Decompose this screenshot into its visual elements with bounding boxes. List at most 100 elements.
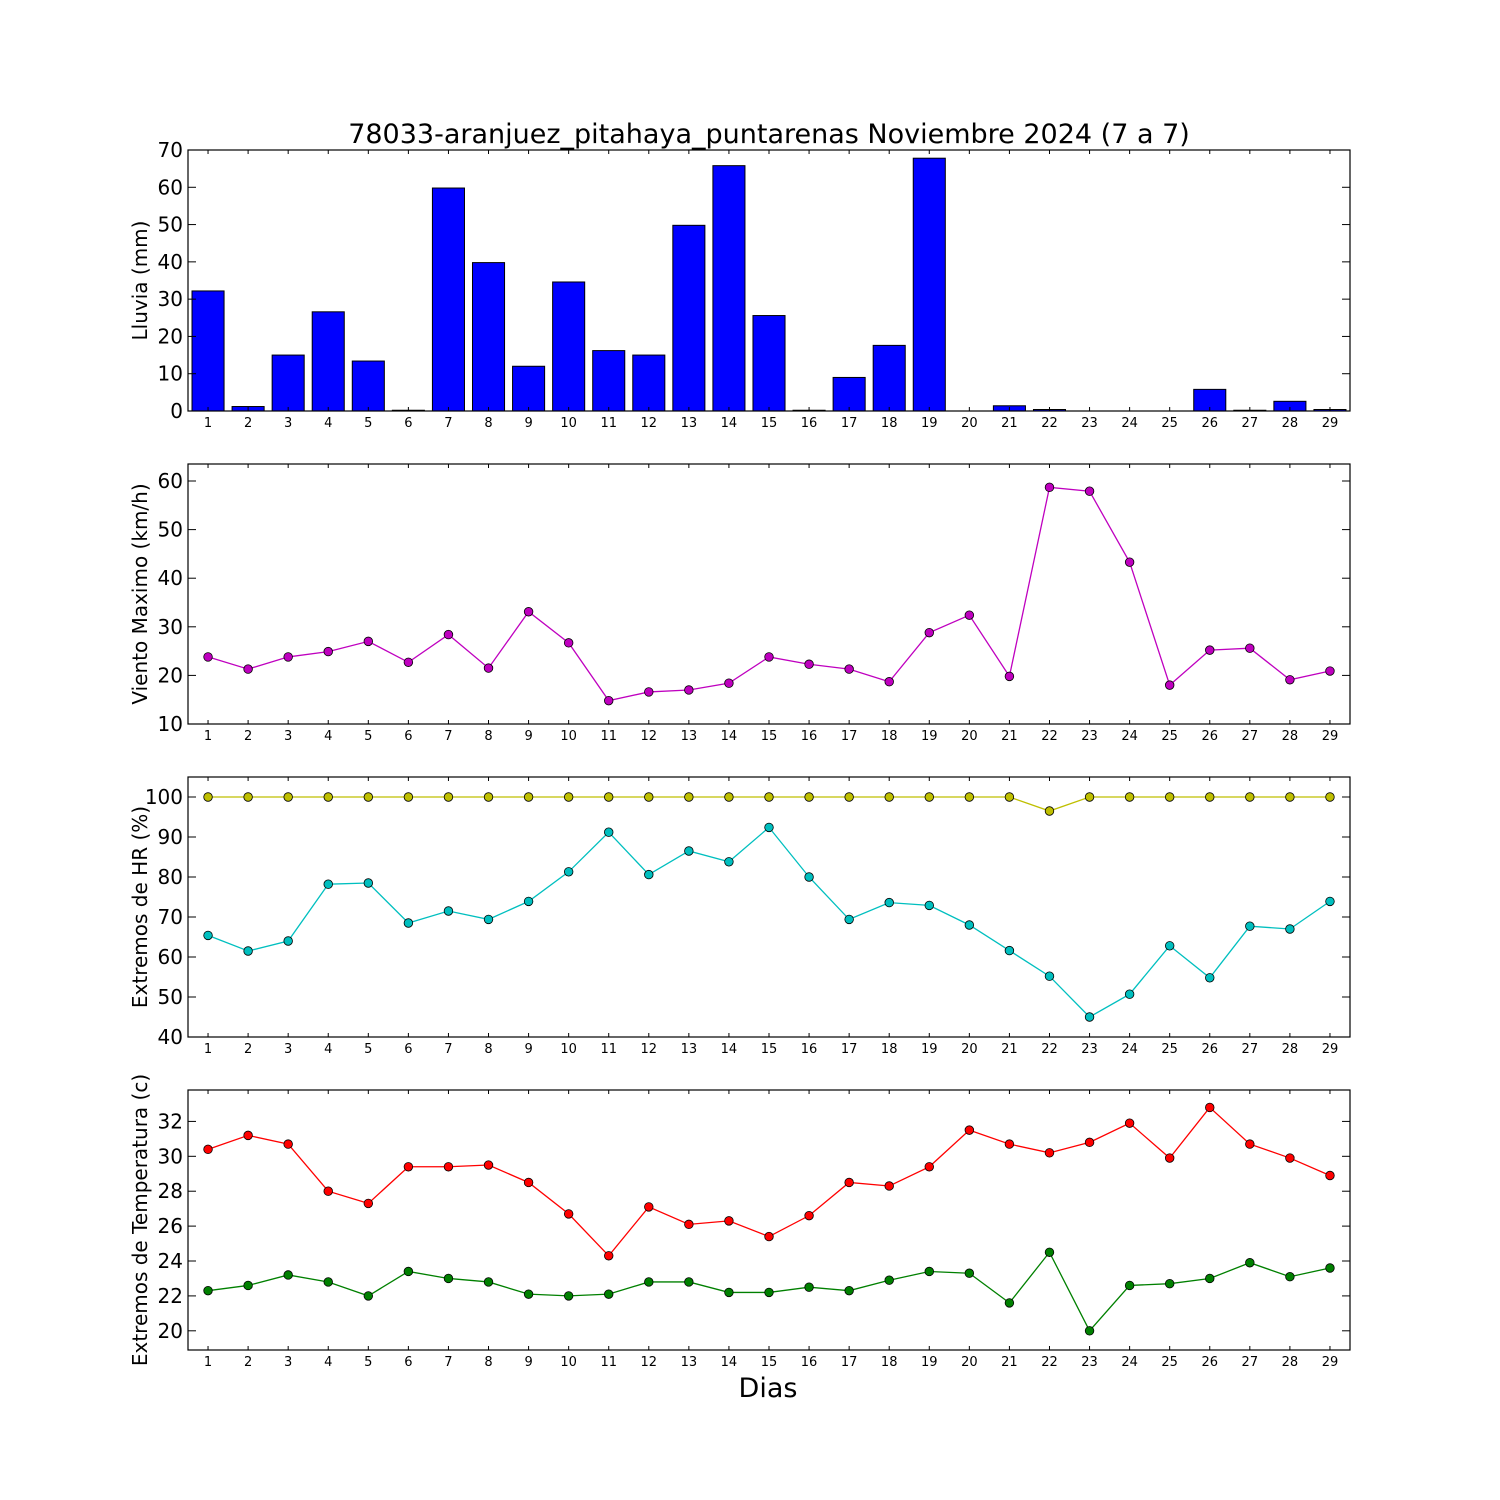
humidity-xtick-label: 14 — [721, 1042, 738, 1057]
humidity-hr_max-point-day-27 — [1245, 792, 1255, 802]
rain-xtick-label: 21 — [1001, 416, 1018, 431]
humidity-ytick-label: 50 — [158, 985, 183, 1009]
humidity-hr_max-point-day-22 — [1044, 806, 1055, 816]
temperature-temp_max-point-day-14 — [724, 1216, 734, 1226]
temperature-xtick-label: 10 — [560, 1355, 577, 1370]
rain-bar-day-11 — [592, 350, 626, 412]
rain-xtick-label: 17 — [841, 416, 858, 431]
wind-wind-point-day-5 — [363, 636, 374, 647]
humidity-hr_max-point-day-10 — [563, 792, 574, 802]
wind-xtick-label: 23 — [1081, 729, 1098, 744]
rain-ytick-label: 10 — [158, 362, 183, 386]
rain-xtick-label: 14 — [721, 416, 738, 431]
humidity-hr_min-point-day-8 — [483, 914, 494, 925]
temperature-temp_max-point-day-22 — [1044, 1148, 1055, 1158]
temperature-temp_min-point-day-8 — [483, 1277, 494, 1287]
humidity-xtick-label: 11 — [600, 1042, 617, 1057]
temperature-xtick-label: 5 — [364, 1355, 372, 1370]
humidity-hr_min-point-day-13 — [684, 846, 694, 856]
humidity-hr_max-point-day-14 — [724, 792, 734, 802]
humidity-hr_max-point-day-11 — [604, 792, 614, 802]
wind-wind-point-day-18 — [884, 677, 894, 687]
wind-xtick-label: 3 — [284, 729, 292, 744]
temperature-temp_max-point-day-7 — [443, 1162, 454, 1172]
wind-xtick-label: 16 — [801, 729, 818, 744]
temperature-temp_min-point-day-19 — [924, 1266, 934, 1277]
temperature-xtick-label: 17 — [841, 1355, 858, 1370]
humidity-hr_max-point-day-21 — [1004, 792, 1015, 802]
humidity-hr_min-point-day-9 — [523, 896, 534, 907]
rain-xtick-label: 13 — [681, 416, 698, 431]
temperature-xtick-label: 8 — [484, 1355, 492, 1370]
rain-xtick-label: 3 — [284, 416, 292, 431]
rain-ytick-label: 0 — [170, 399, 183, 423]
rain-xtick-label: 15 — [761, 416, 778, 431]
humidity-hr_min-point-day-17 — [844, 914, 854, 925]
humidity-hr_min-point-day-16 — [804, 872, 814, 882]
x-axis-label: Dias — [739, 1373, 798, 1404]
wind-wind-point-day-10 — [563, 638, 574, 648]
humidity-hr_min-point-day-10 — [563, 867, 574, 877]
temperature-temp_max-point-day-2 — [243, 1130, 253, 1141]
humidity-xtick-label: 29 — [1322, 1042, 1339, 1057]
humidity-hr_min-point-day-5 — [363, 878, 374, 888]
wind-wind-point-day-28 — [1285, 675, 1295, 685]
rain-xtick-label: 10 — [560, 416, 577, 431]
rain-bar-day-17 — [832, 376, 866, 412]
wind-xtick-label: 18 — [881, 729, 898, 744]
humidity-hr_max-point-day-7 — [443, 792, 454, 802]
humidity-hr_min-point-day-11 — [604, 827, 614, 837]
temperature-temp_min-point-day-4 — [323, 1277, 333, 1287]
humidity-ytick-label: 100 — [145, 785, 183, 809]
wind-xtick-label: 29 — [1322, 729, 1339, 744]
humidity-hr_min-point-day-12 — [644, 869, 654, 880]
humidity-xtick-label: 26 — [1201, 1042, 1218, 1057]
wind-wind-point-day-20 — [964, 610, 975, 620]
humidity-xtick-label: 28 — [1282, 1042, 1299, 1057]
rain-xtick-label: 27 — [1242, 416, 1259, 431]
rain-xtick-label: 20 — [961, 416, 978, 431]
wind-xtick-label: 8 — [484, 729, 492, 744]
humidity-hr_max-point-day-29 — [1325, 792, 1335, 802]
humidity-hr_max-point-day-3 — [283, 792, 293, 802]
humidity-hr_min-point-day-4 — [323, 879, 333, 889]
temperature-temp_min-point-day-25 — [1164, 1278, 1175, 1289]
temperature-ytick-label: 28 — [158, 1179, 183, 1203]
temperature-temp_max-point-day-8 — [483, 1160, 494, 1170]
temperature-temp_max-point-day-5 — [363, 1198, 374, 1209]
temperature-temp_min-point-day-14 — [724, 1287, 734, 1298]
humidity-hr_max-point-day-9 — [523, 792, 534, 802]
rain-bar-day-10 — [552, 281, 586, 412]
temperature-temp_min-point-day-1 — [203, 1285, 213, 1296]
rain-xtick-label: 22 — [1041, 416, 1058, 431]
wind-ytick-label: 30 — [158, 615, 183, 639]
temperature-xtick-label: 22 — [1041, 1355, 1058, 1370]
temperature-temp_max-point-day-19 — [924, 1162, 934, 1172]
temperature-xtick-label: 20 — [961, 1355, 978, 1370]
humidity-hr_min-point-day-1 — [203, 930, 213, 941]
temperature-temp_min-point-day-11 — [604, 1289, 614, 1299]
humidity-hr_max-point-day-20 — [964, 792, 975, 802]
humidity-ytick-label: 60 — [158, 945, 183, 969]
humidity-xtick-label: 12 — [641, 1042, 658, 1057]
humidity-hr_max-point-day-23 — [1084, 792, 1095, 802]
temperature-temp_min-point-day-12 — [644, 1277, 654, 1287]
rain-xtick-label: 2 — [244, 416, 252, 431]
wind-xtick-label: 27 — [1242, 729, 1259, 744]
humidity-hr_min-point-day-20 — [964, 920, 975, 930]
humidity-hr_max-point-day-12 — [644, 792, 654, 802]
wind-wind-point-day-26 — [1205, 645, 1215, 655]
humidity-xtick-label: 10 — [560, 1042, 577, 1057]
humidity-hr_min-point-day-22 — [1044, 971, 1055, 981]
temperature-xtick-label: 27 — [1242, 1355, 1259, 1370]
wind-wind-point-day-25 — [1164, 680, 1175, 690]
humidity-hr_min-point-day-15 — [764, 822, 774, 833]
humidity-hr_min-point-day-26 — [1205, 973, 1215, 983]
wind-wind-point-day-7 — [443, 629, 454, 640]
wind-xtick-label: 4 — [324, 729, 332, 744]
rain-bar-day-7 — [431, 187, 465, 412]
temperature-xtick-label: 23 — [1081, 1355, 1098, 1370]
temperature-temp_max-point-day-11 — [604, 1251, 614, 1261]
